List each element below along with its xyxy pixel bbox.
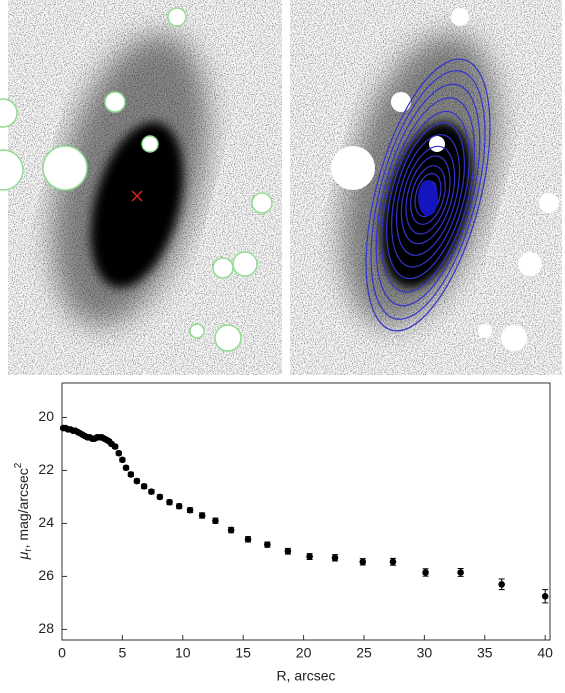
data-point	[264, 541, 271, 548]
data-point	[457, 569, 464, 576]
plot-frame	[61, 382, 551, 641]
data-point	[140, 483, 148, 490]
x-tick-label: 25	[356, 645, 372, 661]
data-point	[148, 488, 155, 495]
data-point	[198, 512, 206, 519]
data-point	[284, 547, 292, 555]
data-point	[331, 554, 339, 562]
data-point	[115, 449, 123, 457]
x-tick-label: 10	[175, 645, 191, 661]
y-tick-label: 26	[38, 567, 54, 583]
data-point	[166, 498, 173, 506]
data-point	[541, 592, 549, 600]
x-tick-label: 40	[537, 645, 553, 661]
y-label-subscript: r	[23, 548, 34, 552]
x-tick-label: 0	[58, 645, 66, 661]
y-label-symbol: μ	[15, 551, 31, 560]
x-axis-label: R, arcsec	[276, 668, 335, 684]
y-tick-label: 22	[38, 461, 54, 477]
data-point	[156, 493, 164, 501]
data-point	[244, 536, 252, 543]
data-point	[127, 471, 135, 478]
data-point	[389, 558, 397, 566]
y-tick-label: 28	[38, 620, 54, 636]
x-tick-label: 5	[118, 645, 126, 661]
data-point	[186, 506, 194, 514]
data-point	[227, 526, 235, 534]
x-tick-label: 15	[235, 645, 251, 661]
data-point	[306, 553, 313, 560]
x-tick-label: 30	[417, 645, 433, 661]
galaxy-image-left	[0, 0, 282, 375]
data-point	[175, 502, 183, 510]
y-label-superscript: 2	[13, 462, 24, 468]
data-point	[212, 517, 219, 525]
data-point	[122, 464, 130, 472]
y-label-text: , mag/arcsec	[15, 468, 31, 548]
y-axis-label: μr, mag/arcsec2	[13, 462, 34, 560]
x-tick-label: 35	[477, 645, 493, 661]
data-point	[359, 558, 367, 566]
y-tick-label: 24	[38, 514, 54, 530]
data-point	[498, 581, 505, 588]
data-point	[133, 477, 141, 485]
data-point	[111, 443, 119, 450]
data-point	[119, 456, 126, 464]
y-tick-label: 20	[38, 408, 54, 424]
data-point	[422, 569, 429, 576]
galaxy-image-right	[290, 0, 562, 375]
x-tick-label: 20	[296, 645, 312, 661]
